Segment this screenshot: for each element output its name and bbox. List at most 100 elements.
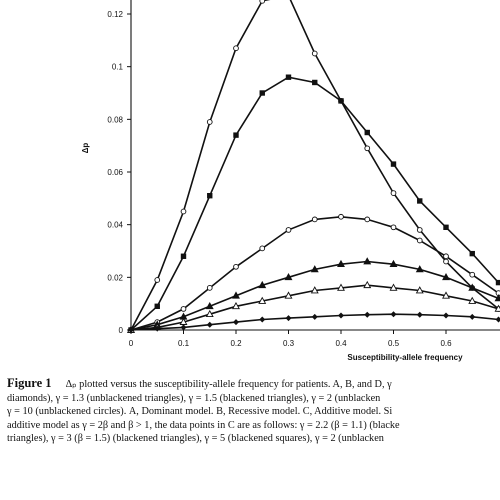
data-point: [180, 253, 187, 259]
data-point: [389, 283, 398, 291]
data-point: [416, 237, 423, 244]
data-point: [443, 253, 449, 260]
data-point: [468, 296, 477, 304]
x-tick-label: 0.3: [283, 339, 295, 348]
data-point: [468, 283, 477, 291]
data-point: [389, 259, 398, 268]
data-point: [415, 265, 424, 273]
data-point: [495, 290, 500, 296]
data-point: [284, 273, 293, 281]
data-point: [338, 213, 344, 220]
data-point: [311, 313, 318, 320]
data-point: [233, 263, 239, 270]
data-point: [206, 119, 213, 125]
data-point: [469, 250, 475, 257]
data-point: [232, 291, 240, 299]
data-point: [390, 311, 397, 318]
data-point: [205, 309, 214, 318]
x-tick-label: 0.6: [440, 339, 452, 348]
data-point: [390, 224, 397, 231]
series-5: [127, 280, 500, 333]
data-point: [337, 283, 345, 291]
series-layer: [127, 0, 500, 333]
data-point: [364, 145, 371, 152]
axes: 0 0.02 0.04 0.06 0.08 0.1 0.12 0 0.1 0.2 0.3 0.4 0.5…: [107, 0, 500, 348]
data-point: [206, 285, 213, 291]
y-tick-label: 0.04: [107, 221, 123, 230]
caption-line: γ = 10 (unblackened circles). A, Dominan…: [7, 406, 393, 418]
data-point: [232, 301, 240, 310]
data-point: [337, 259, 345, 268]
data-point: [442, 291, 450, 299]
y-tick-label: 0.02: [107, 273, 123, 282]
line-chart: 0 0.02 0.04 0.06 0.08 0.1 0.12 0 0.1 0.2 0.3 0.4 0.5…: [81, 0, 500, 362]
y-tick-label: 0.08: [107, 115, 123, 124]
series-line: [130, 0, 500, 331]
data-point: [494, 304, 500, 312]
data-point: [364, 216, 371, 223]
x-tick-label: 0.1: [178, 339, 190, 348]
caption-line: additive model as γ = 2β and β > 1, the …: [7, 419, 400, 431]
caption-line: diamonds), γ = 1.3 (unblackened triangle…: [7, 392, 381, 404]
data-point: [494, 294, 500, 302]
data-point: [416, 311, 423, 318]
series-line: [130, 215, 499, 331]
data-point: [495, 279, 500, 286]
data-point: [390, 190, 397, 196]
data-point: [154, 325, 161, 332]
x-axis-title: Susceptibility-allele frequency: [347, 353, 463, 362]
data-point: [469, 271, 476, 278]
data-point: [258, 296, 267, 304]
data-point: [154, 303, 160, 309]
caption-line: Figure 1 Δₚ plotted versus the susceptibi…: [7, 377, 500, 392]
data-point: [128, 327, 134, 333]
y-tick-label: 0.06: [107, 168, 123, 177]
y-tick-label: 0.12: [107, 10, 123, 19]
data-point: [364, 311, 371, 318]
data-point: [285, 315, 292, 322]
data-point: [495, 316, 500, 323]
data-point: [311, 216, 318, 223]
data-point: [311, 50, 318, 57]
y-tick-label: 0.1: [112, 63, 124, 72]
x-tick-label: 0.2: [230, 339, 242, 348]
data-point: [310, 286, 319, 294]
figure-label: Figure 1: [7, 377, 52, 390]
data-point: [363, 257, 372, 265]
data-point: [417, 198, 423, 204]
data-point: [207, 193, 213, 199]
data-point: [390, 161, 397, 167]
data-point: [415, 286, 424, 294]
data-point: [310, 265, 319, 273]
data-point: [259, 0, 266, 4]
x-tick-label: 0.4: [335, 339, 347, 348]
series-1: [128, 0, 500, 333]
data-point: [285, 74, 292, 80]
data-point: [180, 324, 187, 331]
data-point: [259, 90, 265, 96]
series-6: [128, 311, 500, 333]
data-point: [443, 258, 449, 265]
data-point: [364, 129, 370, 136]
data-point: [154, 277, 161, 283]
data-point: [469, 313, 476, 320]
data-point: [443, 224, 449, 230]
data-point: [259, 316, 266, 323]
data-point: [259, 245, 266, 252]
caption-line: triangles), γ = 3 (β = 1.5) (blackened t…: [7, 433, 384, 445]
data-point: [284, 291, 293, 299]
x-tick-label: 0.5: [388, 339, 400, 348]
data-point: [180, 306, 187, 312]
data-point: [180, 208, 187, 215]
data-point: [258, 280, 267, 289]
data-point: [442, 273, 450, 281]
caption-text: Δₚ plotted versus the susceptibility-all…: [65, 379, 392, 390]
data-point: [338, 312, 344, 319]
data-point: [233, 132, 239, 138]
data-point: [205, 301, 214, 310]
series-4: [127, 257, 500, 333]
data-point: [206, 321, 213, 328]
data-point: [443, 312, 449, 319]
data-point: [285, 227, 292, 233]
data-point: [416, 227, 423, 233]
